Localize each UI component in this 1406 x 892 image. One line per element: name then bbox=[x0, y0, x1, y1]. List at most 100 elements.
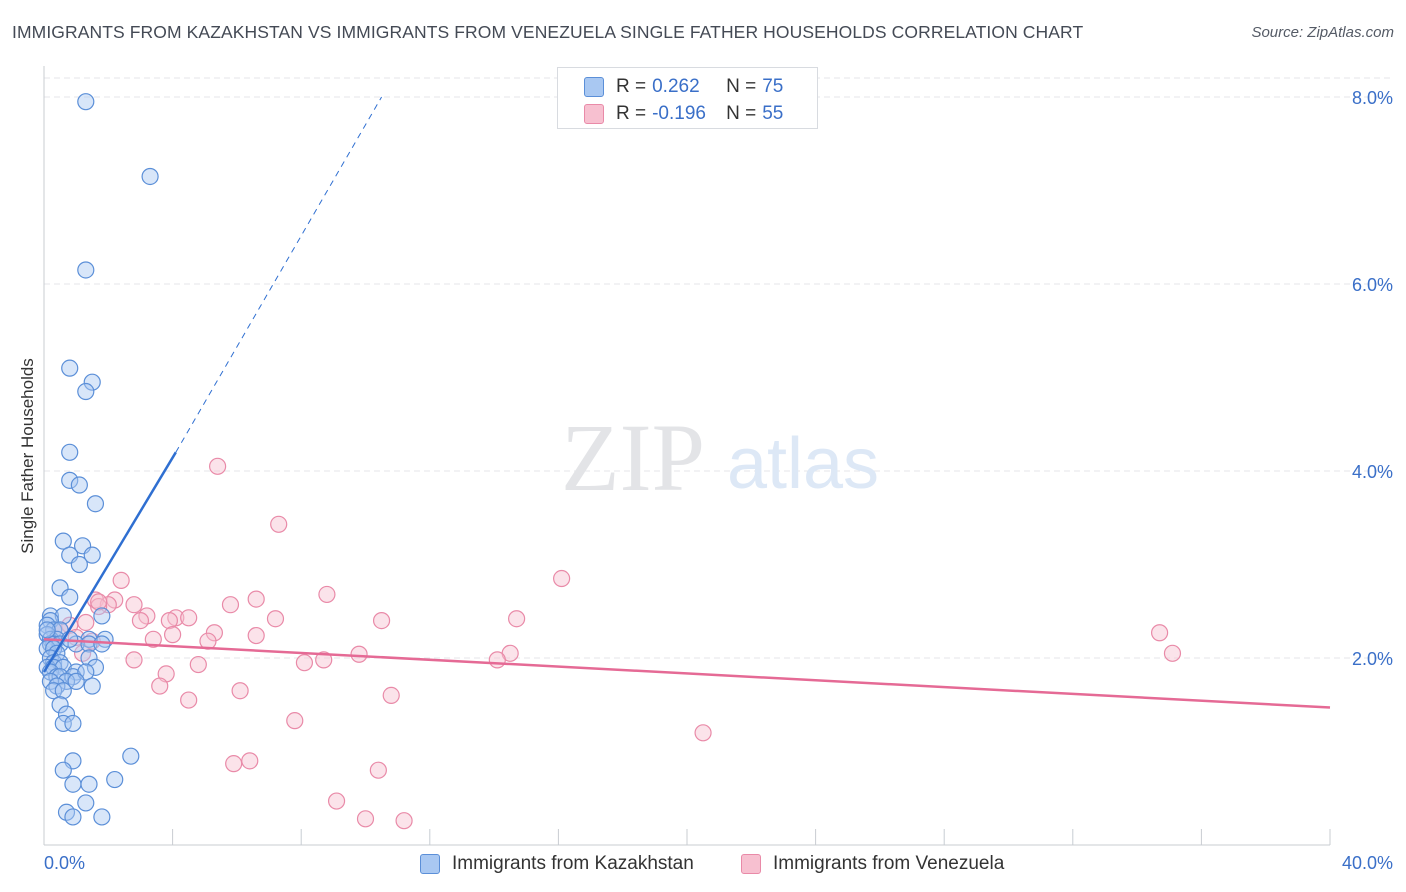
kazakhstan-point-3 bbox=[61, 359, 79, 377]
kazakhstan-point-53 bbox=[57, 672, 76, 690]
venezuela-point-19 bbox=[372, 611, 391, 630]
venezuela-point-47 bbox=[225, 755, 243, 773]
legend-n-label: N = bbox=[726, 76, 757, 97]
venezuela-point-35 bbox=[125, 651, 143, 669]
kazakhstan-trend-extension bbox=[175, 96, 383, 453]
venezuela-point-17 bbox=[266, 610, 285, 628]
legend-n-value-kazakhstan: 75 bbox=[762, 76, 784, 97]
kazakhstan-point-13 bbox=[83, 546, 101, 564]
venezuela-point-3 bbox=[553, 569, 571, 588]
kazakhstan-point-54 bbox=[67, 672, 85, 690]
legend-r-value-kazakhstan: 0.262 bbox=[652, 76, 700, 97]
legend-row-venezuela: R = -0.196 N = 55 bbox=[584, 102, 783, 126]
venezuela-point-8 bbox=[125, 596, 143, 614]
watermark-atlas: atlas bbox=[727, 424, 879, 504]
kazakhstan-point-45 bbox=[86, 658, 105, 676]
kazakhstan-point-62 bbox=[64, 714, 82, 733]
venezuela-point-29 bbox=[1151, 624, 1169, 642]
kazakhstan-point-71 bbox=[64, 808, 82, 826]
kazakhstan-point-61 bbox=[54, 714, 72, 733]
y-tick-label-3: 8.0% bbox=[1352, 88, 1393, 108]
kazakhstan-points bbox=[38, 93, 159, 826]
source-label: Source: ZipAtlas.com bbox=[1251, 24, 1394, 41]
kazakhstan-point-68 bbox=[64, 775, 82, 793]
kazakhstan-point-56 bbox=[83, 677, 101, 695]
venezuela-point-20 bbox=[508, 610, 526, 628]
venezuela-point-12 bbox=[90, 593, 108, 611]
axes bbox=[43, 66, 1331, 846]
kazakhstan-point-57 bbox=[45, 682, 63, 700]
bottom-legend-kazakhstan[interactable]: Immigrants from Kazakhstan bbox=[420, 852, 694, 876]
venezuela-point-24 bbox=[144, 630, 162, 648]
venezuela-point-52 bbox=[395, 812, 413, 830]
y-tick-label-1: 4.0% bbox=[1352, 462, 1393, 482]
legend-r-label: R = bbox=[616, 76, 647, 97]
venezuela-legend-swatch bbox=[741, 854, 761, 874]
venezuela-point-39 bbox=[189, 655, 207, 674]
kazakhstan-point-73 bbox=[38, 621, 56, 639]
kazakhstan-point-18 bbox=[54, 607, 72, 625]
venezuela-point-36 bbox=[295, 654, 314, 672]
kazakhstan-point-2 bbox=[77, 261, 95, 279]
venezuela-point-18 bbox=[160, 611, 178, 630]
legend-row-kazakhstan: R = 0.262 N = 75 bbox=[584, 75, 783, 99]
kazakhstan-point-8 bbox=[70, 476, 88, 494]
venezuela-point-25 bbox=[164, 626, 182, 644]
venezuela-point-34 bbox=[1163, 644, 1182, 662]
kazakhstan-point-16 bbox=[61, 588, 79, 606]
kazakhstan-trend-line bbox=[42, 451, 177, 673]
venezuela-point-48 bbox=[241, 752, 259, 770]
kazakhstan-point-69 bbox=[77, 794, 95, 812]
venezuela-point-50 bbox=[327, 792, 346, 810]
venezuela-point-46 bbox=[694, 724, 712, 742]
kazakhstan-legend-label: Immigrants from Kazakhstan bbox=[452, 853, 694, 874]
kazakhstan-point-6 bbox=[61, 443, 79, 461]
kazakhstan-point-4 bbox=[83, 373, 101, 391]
kazakhstan-point-58 bbox=[54, 682, 72, 700]
kazakhstan-swatch bbox=[584, 77, 604, 97]
kazakhstan-point-59 bbox=[51, 696, 69, 714]
kazakhstan-point-65 bbox=[54, 761, 72, 779]
y-tick-label-0: 2.0% bbox=[1352, 649, 1393, 669]
kazakhstan-point-0 bbox=[77, 93, 95, 111]
bottom-legend-venezuela[interactable]: Immigrants from Venezuela bbox=[741, 852, 1004, 876]
venezuela-point-45 bbox=[286, 712, 304, 730]
kazakhstan-point-60 bbox=[57, 705, 76, 723]
x-tick-label-0: 0.0% bbox=[44, 853, 85, 873]
kazakhstan-point-9 bbox=[86, 495, 105, 513]
venezuela-point-49 bbox=[369, 761, 387, 779]
kazakhstan-legend-swatch bbox=[420, 854, 440, 874]
kazakhstan-point-63 bbox=[122, 747, 140, 765]
kazakhstan-point-72 bbox=[93, 808, 111, 826]
venezuela-point-51 bbox=[356, 810, 375, 828]
kazakhstan-point-5 bbox=[77, 382, 95, 401]
kazakhstan-point-10 bbox=[54, 532, 72, 550]
tick-labels: 2.0% 4.0% 6.0% 8.0% 0.0% 40.0% bbox=[44, 88, 1393, 873]
kazakhstan-point-14 bbox=[70, 555, 88, 574]
legend-r-value-venezuela: -0.196 bbox=[652, 103, 706, 124]
venezuela-point-0 bbox=[209, 457, 227, 475]
kazakhstan-point-7 bbox=[61, 471, 79, 489]
legend-r-label: R = bbox=[616, 103, 647, 124]
venezuela-point-38 bbox=[488, 651, 506, 669]
kazakhstan-point-36 bbox=[93, 635, 111, 653]
kazakhstan-point-38 bbox=[80, 649, 98, 667]
correlation-legend: R = 0.262 N = 75 R = -0.196 N = 55 bbox=[557, 67, 818, 129]
venezuela-point-27 bbox=[247, 626, 265, 645]
venezuela-points bbox=[45, 457, 1182, 830]
grid-lines bbox=[44, 77, 1392, 659]
venezuela-point-44 bbox=[180, 691, 198, 709]
kazakhstan-point-35 bbox=[80, 635, 98, 653]
kazakhstan-point-19 bbox=[93, 607, 111, 625]
venezuela-point-32 bbox=[350, 645, 368, 663]
y-tick-label-2: 6.0% bbox=[1352, 275, 1393, 295]
venezuela-point-14 bbox=[131, 611, 150, 630]
kazakhstan-point-1 bbox=[141, 167, 159, 186]
kazakhstan-point-67 bbox=[80, 775, 98, 793]
venezuela-legend-label: Immigrants from Venezuela bbox=[773, 853, 1005, 874]
legend-n-label: N = bbox=[726, 103, 757, 124]
watermark: ZIP atlas bbox=[561, 404, 879, 511]
x-tick-label-1: 40.0% bbox=[1342, 853, 1393, 873]
chart-title: IMMIGRANTS FROM KAZAKHSTAN VS IMMIGRANTS… bbox=[12, 22, 1084, 42]
